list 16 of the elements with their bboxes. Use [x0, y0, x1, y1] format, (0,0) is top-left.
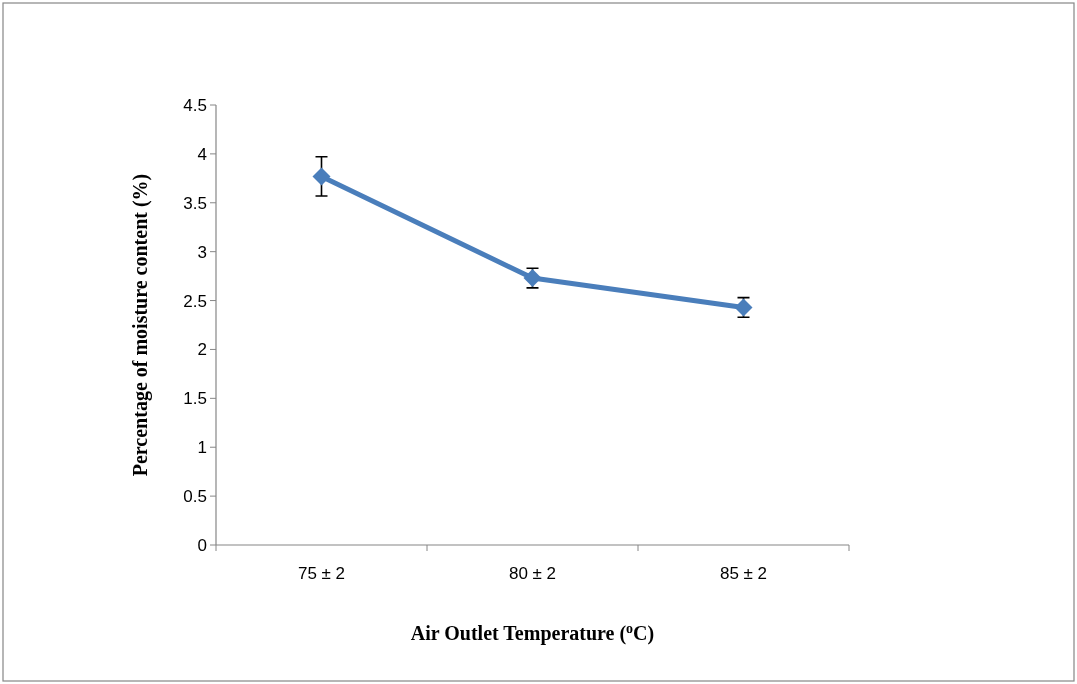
y-tick-label: 3.5 — [183, 193, 207, 213]
y-tick-label: 3 — [197, 242, 207, 262]
y-tick-label: 2.5 — [183, 291, 207, 311]
x-tick-label: 75 ± 2 — [297, 564, 346, 583]
y-tick-label: 2 — [197, 340, 207, 360]
y-tick-label: 1.5 — [183, 389, 207, 409]
y-tick-label: 4 — [197, 144, 207, 164]
x-axis-title: Air Outlet Temperature ($^{o}$C) — [410, 620, 655, 645]
y-tick-label: 1 — [197, 438, 207, 458]
x-tick-label: 80 ± 2 — [508, 564, 557, 583]
y-tick-label: 0 — [197, 535, 207, 555]
point — [312, 167, 331, 186]
y-tick-label: 4.5 — [183, 95, 207, 115]
x-tick-label: 85 ± 2 — [719, 564, 768, 583]
y-tick-label: 0.5 — [183, 487, 207, 507]
y-axis-title: Percentage of moisture content (%) — [129, 173, 152, 477]
